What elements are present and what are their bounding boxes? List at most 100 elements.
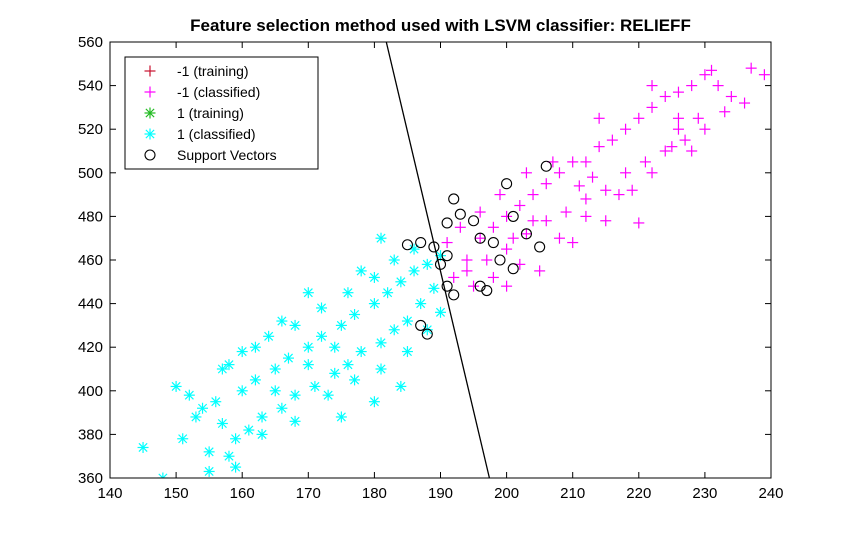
- data-point: [448, 271, 460, 283]
- data-point: [487, 221, 499, 233]
- data-point: [276, 315, 288, 327]
- y-tick-label: 500: [78, 165, 103, 182]
- data-point: [276, 402, 288, 414]
- legend: -1 (training) -1 (classified) 1 (training)…: [124, 56, 319, 170]
- x-tick-label: 220: [626, 485, 651, 502]
- data-point: [560, 206, 572, 218]
- data-point: [626, 184, 638, 196]
- data-point: [454, 221, 466, 233]
- data-point: [368, 396, 380, 408]
- data-point: [230, 461, 242, 473]
- data-point: [289, 389, 301, 401]
- x-tick-label: 180: [362, 485, 387, 502]
- data-point: [467, 215, 480, 227]
- data-point: [441, 237, 453, 249]
- data-point: [203, 446, 215, 458]
- data-point: [494, 189, 506, 201]
- data-point: [375, 232, 387, 244]
- y-tick-label: 360: [78, 470, 103, 487]
- data-point: [388, 324, 400, 336]
- data-point: [567, 156, 579, 168]
- data-point: [435, 306, 446, 318]
- series-support-vectors: [401, 160, 552, 340]
- data-point: [501, 210, 513, 222]
- data-point: [567, 237, 579, 249]
- data-point: [256, 411, 268, 423]
- data-point: [342, 287, 354, 299]
- data-point: [329, 367, 341, 379]
- data-point: [659, 145, 671, 157]
- legend-marker: [144, 86, 156, 98]
- data-point: [256, 428, 268, 440]
- x-tick-label: 200: [494, 485, 519, 502]
- data-point: [441, 250, 453, 262]
- decision-boundary-layer: [385, 41, 491, 479]
- data-point: [620, 123, 632, 135]
- legend-marker: [144, 65, 156, 77]
- data-point: [236, 385, 248, 397]
- data-point: [395, 276, 407, 288]
- y-tick-label: 380: [78, 426, 103, 443]
- chart-title: Feature selection method used with LSVM …: [190, 16, 691, 35]
- data-point: [725, 91, 737, 102]
- data-point: [197, 402, 209, 414]
- data-point: [269, 385, 281, 397]
- data-point: [368, 271, 380, 283]
- data-point: [573, 180, 585, 192]
- data-point: [375, 363, 387, 375]
- data-point: [666, 141, 678, 153]
- y-tick-label: 520: [78, 121, 103, 138]
- axes-layer: 140 150 160 170 180 190 200 210 220 230 240 360 380 4…: [78, 34, 784, 502]
- data-point: [309, 380, 321, 392]
- data-point: [699, 123, 711, 135]
- data-point: [672, 123, 684, 135]
- data-point: [507, 263, 519, 275]
- data-point: [553, 232, 565, 244]
- data-point: [329, 341, 341, 353]
- data-point: [316, 302, 328, 314]
- data-point: [282, 352, 294, 364]
- y-tick-label: 440: [78, 296, 103, 313]
- legend-label: -1 (classified): [177, 84, 260, 100]
- data-point: [441, 280, 453, 292]
- data-point: [157, 472, 169, 478]
- legend-entry: -1 (classified): [144, 84, 260, 100]
- y-tick-label: 460: [78, 252, 103, 269]
- data-point: [613, 189, 625, 201]
- series--1-classified-: [441, 62, 770, 292]
- data-point: [203, 465, 215, 477]
- data-point: [600, 184, 612, 196]
- legend-label: 1 (training): [177, 105, 244, 121]
- data-point: [507, 210, 519, 222]
- data-point: [514, 200, 526, 211]
- data-point: [401, 239, 414, 251]
- y-tick-label: 420: [78, 339, 103, 356]
- x-tick-label: 190: [428, 485, 453, 502]
- data-point: [368, 298, 380, 310]
- data-point: [335, 411, 347, 423]
- data-point: [415, 298, 427, 310]
- data-point: [428, 282, 440, 294]
- x-tick-label: 140: [97, 485, 122, 502]
- data-point: [633, 217, 645, 229]
- data-points-layer: [137, 62, 770, 478]
- legend-label: -1 (training): [177, 63, 249, 79]
- data-point: [408, 265, 420, 277]
- data-point: [269, 363, 281, 375]
- data-point: [302, 359, 314, 371]
- x-tick-label: 150: [164, 485, 189, 502]
- data-point: [527, 215, 539, 227]
- data-point: [520, 228, 532, 240]
- data-point: [474, 206, 486, 218]
- data-point: [580, 193, 592, 205]
- data-point: [507, 232, 519, 244]
- data-point: [580, 210, 592, 222]
- data-point: [534, 265, 546, 277]
- x-tick-label: 160: [230, 485, 255, 502]
- data-point: [263, 330, 275, 342]
- legend-marker: [144, 107, 156, 119]
- data-point: [302, 287, 314, 299]
- data-point: [461, 254, 473, 266]
- data-point: [335, 319, 347, 331]
- data-point: [355, 265, 367, 277]
